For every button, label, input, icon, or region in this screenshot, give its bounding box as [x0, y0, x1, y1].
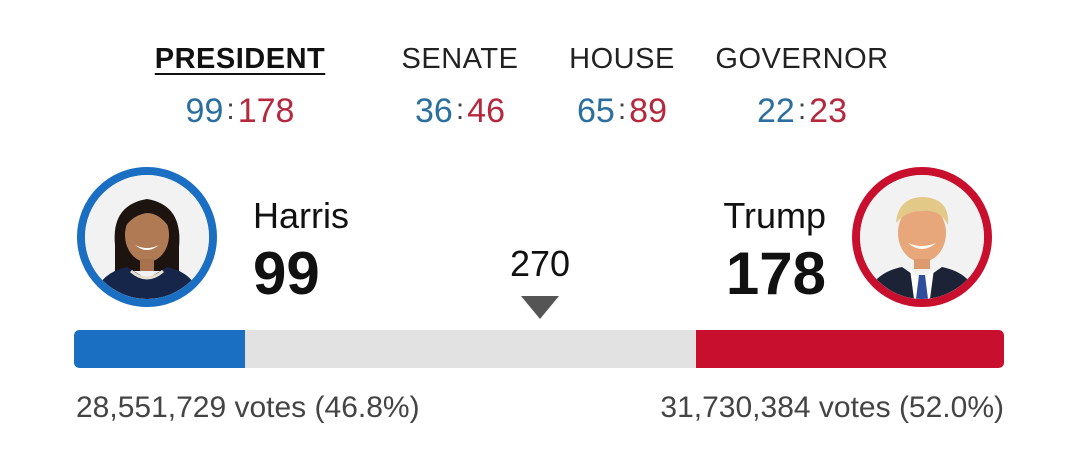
- rep-score: 46: [467, 92, 505, 130]
- score-separator: :: [455, 93, 465, 126]
- tab-score: 65:89: [532, 88, 712, 136]
- tab-label: SENATE: [401, 43, 519, 75]
- rep-score: 23: [809, 92, 847, 130]
- republican-electoral-votes: 178: [725, 240, 826, 307]
- score-separator: :: [226, 93, 235, 126]
- tab-score: 36:46: [370, 88, 550, 136]
- tab-president[interactable]: PRESIDENT 99:178: [150, 38, 330, 136]
- dem-score: 99: [185, 92, 224, 130]
- tab-house[interactable]: HOUSE 65:89: [532, 38, 712, 136]
- tab-score: 22:23: [712, 88, 892, 136]
- tab-label: GOVERNOR: [715, 43, 889, 75]
- race-tabs: PRESIDENT 99:178 SENATE 36:46 HOUSE 65:8…: [150, 38, 930, 138]
- tab-score: 99:178: [150, 88, 330, 136]
- score-separator: :: [797, 93, 807, 126]
- republican-bar: [696, 330, 1004, 368]
- rep-score: 89: [629, 92, 667, 130]
- rep-score: 178: [237, 92, 295, 130]
- democrat-popular-votes: 28,551,729 votes (46.8%): [76, 391, 420, 424]
- threshold-marker-icon: [521, 296, 559, 319]
- score-separator: :: [617, 93, 627, 126]
- tab-senate[interactable]: SENATE 36:46: [370, 38, 550, 136]
- harris-portrait-icon: [85, 175, 209, 299]
- tab-label: PRESIDENT: [154, 43, 326, 75]
- trump-portrait-icon: [860, 175, 984, 299]
- tab-label: HOUSE: [569, 43, 675, 75]
- tab-governor[interactable]: GOVERNOR 22:23: [712, 38, 892, 136]
- republican-popular-votes: 31,730,384 votes (52.0%): [660, 391, 1004, 424]
- democrat-electoral-votes: 99: [253, 240, 320, 307]
- republican-name: Trump: [723, 195, 826, 236]
- dem-score: 22: [757, 92, 795, 130]
- harris-portrait[interactable]: [77, 167, 217, 307]
- democrat-bar: [74, 330, 246, 368]
- threshold-label: 270: [509, 243, 571, 284]
- electoral-vote-bar: [74, 330, 1004, 368]
- dem-score: 65: [577, 92, 615, 130]
- dem-score: 36: [415, 92, 453, 130]
- democrat-name: Harris: [253, 195, 349, 236]
- trump-portrait[interactable]: [852, 167, 992, 307]
